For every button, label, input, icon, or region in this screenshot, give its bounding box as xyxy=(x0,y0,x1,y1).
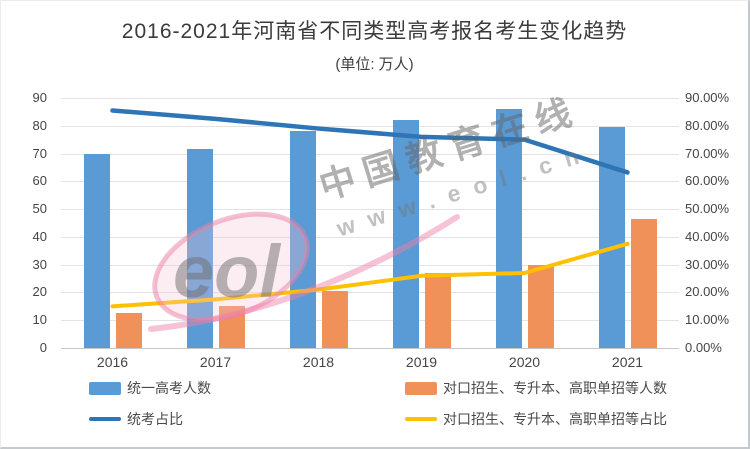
line-series-layer xyxy=(110,108,630,309)
x-axis-label-2018: 2018 xyxy=(302,354,335,370)
vocational-count-bar-2019 xyxy=(424,273,451,348)
unified-count-bar-2016 xyxy=(83,153,110,348)
right-axis-tick: 0.00% xyxy=(685,340,722,355)
right-axis-tick: 10.00% xyxy=(685,312,730,328)
unified-ratio-line xyxy=(110,108,630,175)
gridline xyxy=(61,98,679,99)
left-axis-tick: 90 xyxy=(32,90,47,105)
left-axis-tick: 60 xyxy=(32,173,47,189)
right-axis-tick: 90.00% xyxy=(685,90,730,105)
legend-swatch-blue-bar xyxy=(89,381,121,395)
unified-count-bar-2019 xyxy=(392,120,419,348)
legend-item-vocational-count: 对口招生、专升本、高职单招等人数 xyxy=(405,378,667,398)
legend-swatch-blue-line xyxy=(89,417,121,421)
legend-label-vocational-ratio: 对口招生、专升本、高职单招等占比 xyxy=(443,411,667,427)
left-axis-tick: 80 xyxy=(32,117,47,133)
legend-item-unified-ratio: 统考占比 xyxy=(89,409,183,429)
left-axis-tick: 40 xyxy=(32,228,47,244)
left-axis-tick: 50 xyxy=(32,201,47,217)
gridline xyxy=(61,236,679,238)
x-axis-label-2017: 2017 xyxy=(199,354,232,370)
x-axis-line xyxy=(61,348,679,349)
vocational-count-bar-2018 xyxy=(321,291,348,348)
chart-subtitle: (单位: 万人) xyxy=(335,56,414,73)
gridline xyxy=(61,264,679,266)
right-axis-tick: 70.00% xyxy=(685,145,730,161)
right-axis-tick: 50.00% xyxy=(685,201,730,217)
gridline xyxy=(61,181,679,183)
x-axis-label-2016: 2016 xyxy=(96,354,129,370)
chart-title: 2016-2021年河南省不同类型高考报名考生变化趋势 xyxy=(121,20,628,43)
x-axis-label-2020: 2020 xyxy=(508,354,541,370)
vocational-count-bar-2020 xyxy=(527,264,554,348)
x-axis-label-2019: 2019 xyxy=(405,354,438,370)
right-axis-tick: 80.00% xyxy=(685,117,730,133)
gridline xyxy=(61,320,679,322)
right-axis-tick: 20.00% xyxy=(685,284,730,300)
gridline xyxy=(61,153,679,155)
legend-label-unified-ratio: 统考占比 xyxy=(127,411,183,427)
legend-item-vocational-ratio: 对口招生、专升本、高职单招等占比 xyxy=(405,409,667,429)
legend-label-unified-count: 统一高考人数 xyxy=(127,380,211,396)
vocational-count-bar-2021 xyxy=(630,218,657,348)
gridline xyxy=(61,209,679,211)
left-axis-tick: 0 xyxy=(39,340,47,355)
vocational-count-bar-2016 xyxy=(115,313,142,348)
plot-area xyxy=(61,98,679,349)
unified-count-bar-2020 xyxy=(495,109,522,348)
left-axis-tick: 10 xyxy=(32,312,47,328)
left-axis-tick: 70 xyxy=(32,145,47,161)
legend-label-vocational-count: 对口招生、专升本、高职单招等人数 xyxy=(443,380,667,396)
x-axis-label-2021: 2021 xyxy=(611,354,644,370)
gridline xyxy=(61,292,679,294)
legend-item-unified-count: 统一高考人数 xyxy=(89,378,211,398)
right-axis-tick: 30.00% xyxy=(685,256,730,272)
right-axis-tick: 40.00% xyxy=(685,228,730,244)
left-axis-tick: 30 xyxy=(32,256,47,272)
legend-swatch-yellow-line xyxy=(405,417,437,421)
left-axis-tick: 20 xyxy=(32,284,47,300)
legend-swatch-orange-bar xyxy=(405,381,437,395)
gridline xyxy=(61,125,679,127)
vocational-ratio-line xyxy=(110,241,630,309)
right-axis-tick: 60.00% xyxy=(685,173,730,189)
